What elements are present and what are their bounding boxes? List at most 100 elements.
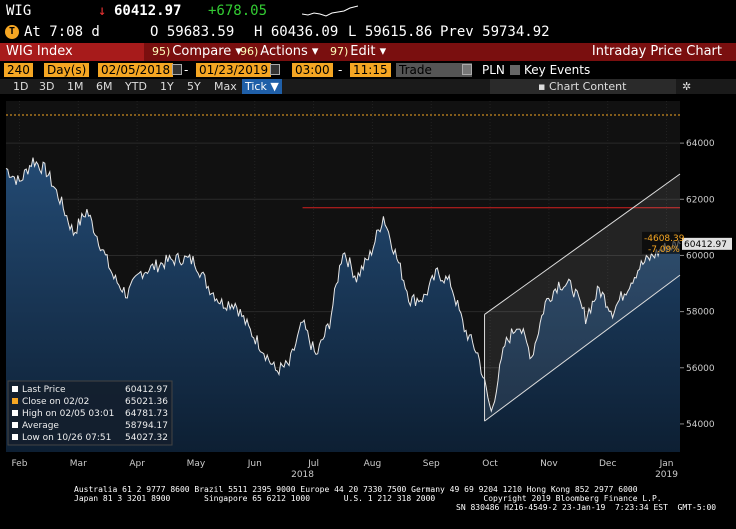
x-year-label: 2018 [291,470,314,480]
chevron-down-icon[interactable] [462,64,472,75]
gear-icon[interactable]: ✲ [682,80,692,93]
legend-label: Last Price [22,385,66,395]
unit-dropdown[interactable]: Day(s) [44,63,90,77]
price-line [5,157,681,413]
end-date-field[interactable]: 01/23/2019 [196,63,272,77]
legend-value: 60412.97 [125,385,168,395]
sparkline-icon [302,5,358,17]
tab-3d[interactable]: 3D [39,80,55,93]
tab-6m[interactable]: 6M [96,80,113,93]
channel-lower-line [484,274,681,422]
price-area [6,157,680,452]
end-time-field[interactable]: 11:15 [350,63,391,77]
function-bar: WIG Index 95) Compare ▾ 96) Actions ▾ 97) E… [0,43,736,61]
channel-upper-line [484,173,681,315]
legend-swatch [12,422,18,428]
range-tabs: 1D 3D 1M 6M YTD 1Y 5Y Max Tick ▼ ▪ Chart… [0,79,736,94]
field-dropdown[interactable]: Trade [396,63,472,77]
legend-value: 64781.73 [125,409,168,419]
legend-label: Close on 02/02 [22,397,89,407]
chart-legend: Last Price 60412.97 Close on 02/02 65021.36… [7,380,173,446]
down-arrow-icon: ↓ [98,3,107,19]
legend-value: 54027.32 [125,433,168,443]
y-tick-label: 62000 [686,195,715,205]
legend-label: Low on 10/26 07:51 [22,433,111,443]
tab-max[interactable]: Max [214,80,237,93]
open-price: O 59683.59 [150,24,235,40]
trade-badge-icon: T [5,25,19,39]
actions-label: Actions [260,44,308,59]
start-time-field[interactable]: 03:00 [292,63,333,77]
actions-button[interactable]: 96) Actions ▾ [240,43,318,61]
last-price-tag-text: 60412.97 [684,240,727,250]
x-month-label: Dec [599,459,616,469]
legend-swatch [12,434,18,440]
last-price: 60412.97 [114,3,182,19]
legend-value: 65021.36 [125,397,168,407]
y-tick-label: 54000 [686,420,715,430]
x-month-label: Apr [129,459,145,469]
last-price-tag [682,237,732,250]
calendar-icon[interactable] [270,64,280,75]
y-tick-label: 56000 [686,364,715,374]
compare-button[interactable]: 95) Compare ▾ [152,43,242,61]
x-year-label: 2019 [655,470,678,480]
price-tags: 60412.97-4608.39-7.09% [642,231,732,255]
legend-label: Average [22,421,59,431]
y-tick-label: 60000 [686,251,715,261]
chart-marks [5,114,681,452]
trend-channel [484,174,680,422]
y-axis: 54000 56000 58000 60000 62000 64000 [680,139,715,430]
start-date-field[interactable]: 02/05/2018 [98,63,174,77]
delta-abs: -4608.39 [644,234,685,244]
chart-content-button[interactable]: ▪ Chart Content [490,79,676,94]
tab-1y[interactable]: 1Y [160,80,174,93]
tab-ytd[interactable]: YTD [125,80,147,93]
x-month-label: Aug [364,459,382,469]
y-tick-label: 64000 [686,139,715,149]
x-month-label: Jun [247,459,262,469]
tab-tick[interactable]: Tick ▼ [242,79,282,94]
legend-swatch [12,398,18,404]
x-month-label: Jul [307,459,319,469]
quote-row: T At 7:08 d O 59683.59 H 60436.09 L 5961… [0,22,736,42]
price-chart[interactable]: 54000 56000 58000 60000 62000 64000 Feb Mar Apr… [0,95,736,485]
edit-num: 97) [330,45,349,58]
edit-label: Edit [350,44,376,59]
chevron-down-icon: ▾ [231,44,242,59]
key-events-checkbox[interactable] [510,65,520,75]
compare-label: Compare [172,44,232,59]
legend-swatch [12,410,18,416]
calendar-icon[interactable] [172,64,182,75]
low-price: L 59615.86 [348,24,433,40]
x-month-label: Nov [540,459,558,469]
delta-pct: -7.09% [648,245,680,255]
footer-line-3: SN 830486 H216-4549-2 23-Jan-19 7:23:34 … [456,503,717,512]
bars-field[interactable]: 240 [4,63,33,77]
high-price: H 60436.09 [254,24,339,40]
chart-content-label: Chart Content [548,80,627,93]
edit-button[interactable]: 97) Edit ▾ [330,43,386,61]
last-time: At 7:08 d [24,24,100,40]
x-month-label: Jan [659,459,674,469]
ticker-symbol: WIG [6,3,32,19]
chart-title: Intraday Price Chart [591,44,722,59]
tab-1d[interactable]: 1D [13,80,29,93]
index-title[interactable]: WIG Index [0,43,144,61]
time-separator: - [338,63,343,77]
key-events-label: Key Events [524,63,591,77]
legend-value: 58794.17 [125,421,168,431]
legend-swatch [12,386,18,392]
y-tick-label: 58000 [686,308,715,318]
tab-1m[interactable]: 1M [67,80,84,93]
date-separator: - [184,63,189,77]
footer: Australia 61 2 9777 8600 Brazil 5511 239… [0,485,736,521]
legend-box [7,380,173,446]
footer-line-1: Australia 61 2 9777 8600 Brazil 5511 239… [74,485,638,494]
currency-label: PLN [482,63,505,77]
x-month-label: Mar [70,459,87,469]
x-axis: Feb Mar Apr May Jun Jul Aug Sep Oct Nov Dec Jan 2018… [12,459,679,480]
footer-line-2: Japan 81 3 3201 8900 Singapore 65 6212 1… [74,494,662,503]
tab-5y[interactable]: 5Y [187,80,201,93]
legend-label: High on 02/05 03:01 [22,409,114,419]
